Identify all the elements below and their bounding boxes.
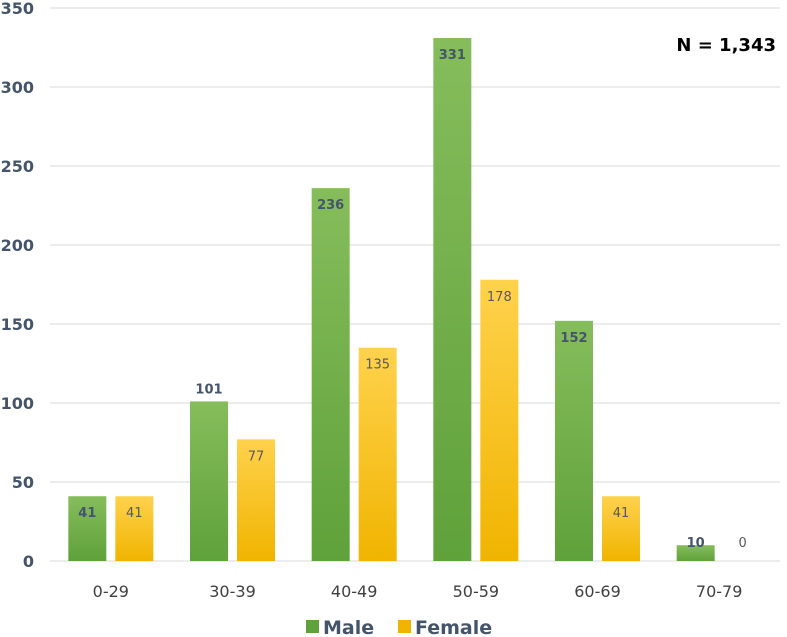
legend-swatch-male (306, 620, 319, 633)
data-label-female: 178 (487, 290, 512, 305)
data-label-male: 331 (439, 48, 466, 63)
bar-female (237, 439, 275, 561)
x-axis: 0-29 30-39 40-49 50-59 60-69 70-79 (93, 582, 743, 601)
y-tick-label: 100 (1, 394, 34, 413)
x-tick-label: 70-79 (696, 582, 743, 601)
bar-female (602, 496, 640, 561)
x-tick-label: 0-29 (93, 582, 129, 601)
y-axis: 0 50 100 150 200 250 300 350 (1, 0, 34, 571)
data-label-female: 77 (248, 449, 265, 464)
data-label-male: 152 (560, 331, 587, 346)
data-label-male: 10 (687, 536, 705, 551)
total-annotation: N = 1,343 (676, 35, 776, 56)
y-tick-label: 300 (1, 78, 34, 97)
bar-male (676, 545, 715, 561)
legend: Male Female (306, 617, 492, 637)
bar-female (115, 496, 154, 561)
legend-label-female: Female (415, 617, 492, 637)
gridlines (50, 7, 780, 562)
legend-label-male: Male (323, 617, 374, 637)
x-tick-label: 50-59 (453, 582, 500, 601)
data-label-female: 135 (365, 358, 390, 373)
x-tick-label: 30-39 (209, 582, 256, 601)
x-tick-label: 40-49 (331, 582, 378, 601)
y-tick-label: 150 (1, 315, 34, 334)
y-tick-label: 200 (1, 236, 34, 255)
x-tick-label: 60-69 (574, 582, 621, 601)
data-label-male: 236 (317, 198, 344, 213)
y-tick-label: 0 (23, 552, 34, 571)
bar-male (190, 401, 228, 561)
bar-male (68, 496, 107, 561)
data-labels: 41 41 101 77 236 135 331 178 152 41 10 0 (78, 48, 747, 551)
bar-female (480, 279, 519, 561)
bar-male (555, 320, 593, 561)
y-tick-label: 50 (12, 473, 34, 492)
y-tick-label: 250 (1, 157, 34, 176)
data-label-female: 41 (613, 506, 630, 521)
bar-male (433, 38, 472, 561)
data-label-male: 41 (78, 506, 96, 521)
data-label-female: 41 (126, 506, 143, 521)
data-label-female: 0 (739, 536, 747, 551)
data-label-male: 101 (195, 382, 222, 397)
y-tick-label: 350 (1, 0, 34, 18)
legend-swatch-female (398, 620, 411, 633)
bars (68, 38, 715, 561)
bar-female (358, 347, 397, 561)
bar-male (311, 188, 350, 561)
